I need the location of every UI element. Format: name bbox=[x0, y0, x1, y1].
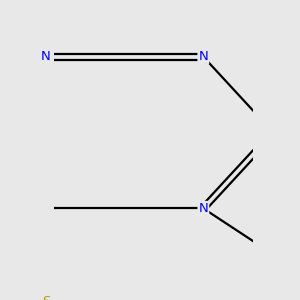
Text: S: S bbox=[42, 295, 50, 300]
Text: N: N bbox=[199, 202, 208, 215]
Text: N: N bbox=[199, 50, 208, 63]
Text: N: N bbox=[41, 50, 51, 63]
